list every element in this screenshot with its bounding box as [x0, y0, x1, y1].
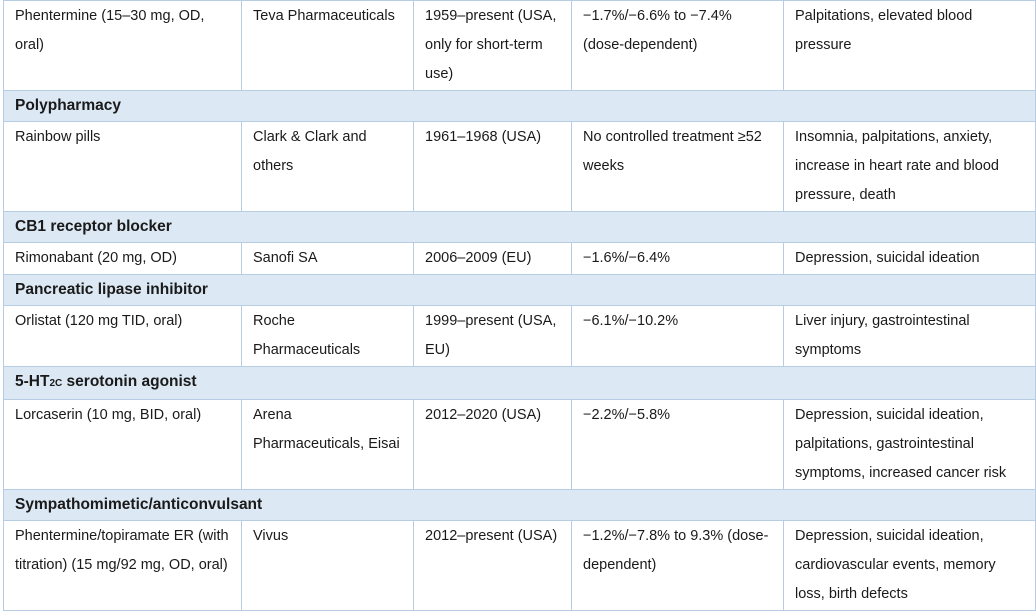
company-cell: Roche Pharmaceuticals	[241, 305, 414, 367]
table-row: Rainbow pills Clark & Clark and others 196…	[3, 121, 1036, 212]
section-label: 5-HT	[15, 373, 50, 390]
drug-table-container: Phentermine (15–30 mg, OD, oral) Teva Pha…	[3, 0, 1036, 611]
section-label: Pancreatic lipase inhibitor	[15, 281, 208, 298]
section-header: Polypharmacy	[3, 90, 1036, 122]
section-label: Polypharmacy	[15, 97, 121, 114]
drug-cell: Phentermine/topiramate ER (with titratio…	[3, 520, 242, 611]
section-header: Sympathomimetic/anticonvulsant	[3, 489, 1036, 521]
adverse-effects-cell: Palpitations, elevated blood pressure	[783, 0, 1036, 91]
adverse-effects-cell: Depression, suicidal ideation	[783, 242, 1036, 275]
weight-effect-cell: −1.6%/−6.4%	[571, 242, 784, 275]
table-row: Lorcaserin (10 mg, BID, oral) Arena Pharm…	[3, 399, 1036, 490]
company-cell: Sanofi SA	[241, 242, 414, 275]
section-label: CB1 receptor blocker	[15, 218, 172, 235]
section-header: CB1 receptor blocker	[3, 211, 1036, 243]
weight-effect-cell: No controlled treatment ≥52 weeks	[571, 121, 784, 212]
section-header: Pancreatic lipase inhibitor	[3, 274, 1036, 306]
adverse-effects-cell: Insomnia, palpitations, anxiety, increas…	[783, 121, 1036, 212]
anti-obesity-drug-table: Phentermine (15–30 mg, OD, oral) Teva Pha…	[3, 0, 1036, 611]
table-row: Orlistat (120 mg TID, oral) Roche Pharmac…	[3, 305, 1036, 367]
drug-cell: Lorcaserin (10 mg, BID, oral)	[3, 399, 242, 490]
weight-effect-cell: −2.2%/−5.8%	[571, 399, 784, 490]
drug-cell: Phentermine (15–30 mg, OD, oral)	[3, 0, 242, 91]
years-cell: 2006–2009 (EU)	[413, 242, 572, 275]
weight-effect-cell: −1.2%/−7.8% to 9.3% (dose-dependent)	[571, 520, 784, 611]
weight-effect-cell: −6.1%/−10.2%	[571, 305, 784, 367]
section-label-tail: serotonin agonist	[62, 373, 197, 390]
adverse-effects-cell: Depression, suicidal ideation, palpitati…	[783, 399, 1036, 490]
section-header-row: Polypharmacy	[3, 90, 1036, 122]
section-header-row: Pancreatic lipase inhibitor	[3, 274, 1036, 306]
table-row: Phentermine/topiramate ER (with titratio…	[3, 520, 1036, 611]
company-cell: Clark & Clark and others	[241, 121, 414, 212]
company-cell: Arena Pharmaceuticals, Eisai	[241, 399, 414, 490]
drug-cell: Orlistat (120 mg TID, oral)	[3, 305, 242, 367]
table-row: Phentermine (15–30 mg, OD, oral) Teva Pha…	[3, 0, 1036, 91]
years-cell: 2012–present (USA)	[413, 520, 572, 611]
table-body: Phentermine (15–30 mg, OD, oral) Teva Pha…	[3, 0, 1036, 611]
adverse-effects-cell: Depression, suicidal ideation, cardiovas…	[783, 520, 1036, 611]
years-cell: 2012–2020 (USA)	[413, 399, 572, 490]
company-cell: Teva Pharmaceuticals	[241, 0, 414, 91]
drug-cell: Rainbow pills	[3, 121, 242, 212]
drug-cell: Rimonabant (20 mg, OD)	[3, 242, 242, 275]
section-label-subscript: 2C	[49, 378, 63, 389]
adverse-effects-cell: Liver injury, gastrointestinal symptoms	[783, 305, 1036, 367]
years-cell: 1961–1968 (USA)	[413, 121, 572, 212]
years-cell: 1999–present (USA, EU)	[413, 305, 572, 367]
company-cell: Vivus	[241, 520, 414, 611]
table-row: Rimonabant (20 mg, OD) Sanofi SA 2006–2009…	[3, 242, 1036, 275]
years-cell: 1959–present (USA, only for short-term u…	[413, 0, 572, 91]
section-header-row: 5-HT2C serotonin agonist	[3, 366, 1036, 400]
weight-effect-cell: −1.7%/−6.6% to −7.4% (dose-dependent)	[571, 0, 784, 91]
section-header: 5-HT2C serotonin agonist	[3, 366, 1036, 400]
section-header-row: Sympathomimetic/anticonvulsant	[3, 489, 1036, 521]
section-header-row: CB1 receptor blocker	[3, 211, 1036, 243]
section-label: Sympathomimetic/anticonvulsant	[15, 496, 263, 513]
